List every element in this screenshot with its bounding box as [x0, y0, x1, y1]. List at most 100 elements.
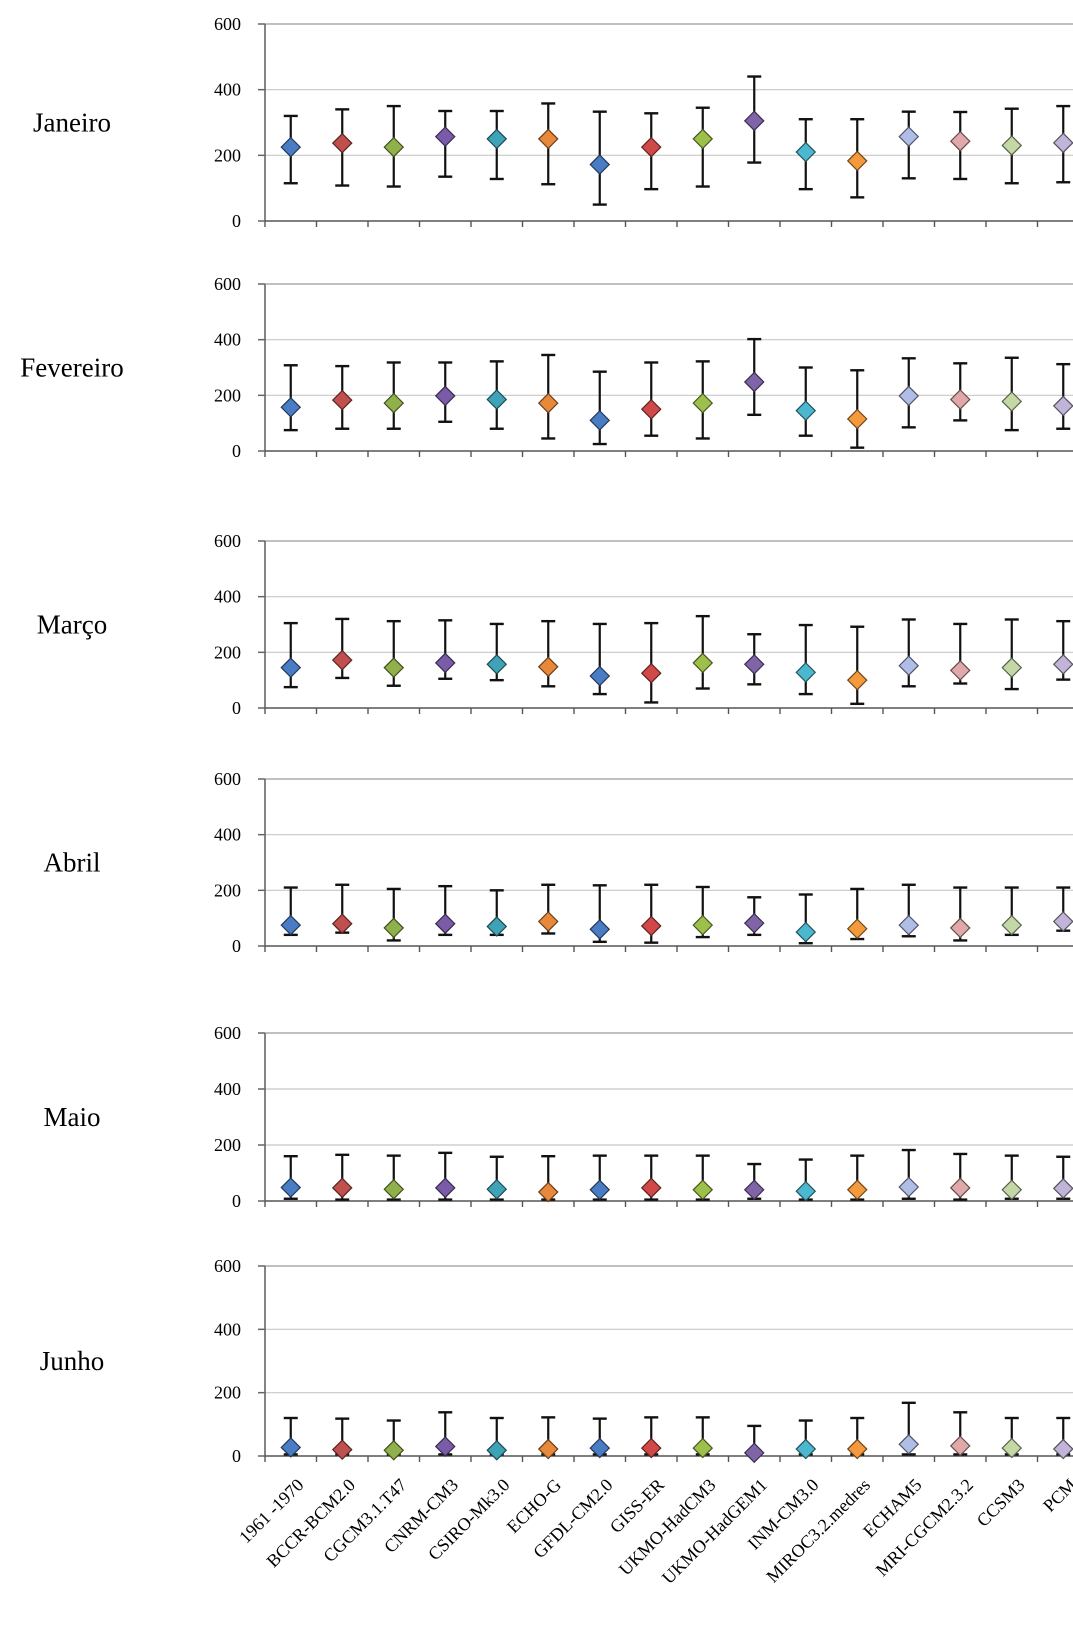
mean-point	[846, 1438, 868, 1460]
mean-point	[795, 1438, 817, 1460]
mean-point	[1001, 914, 1023, 936]
mean-point	[1001, 1437, 1023, 1459]
mean-point	[537, 392, 559, 414]
mean-point	[795, 1180, 817, 1202]
x-axis-category-labels: 1961 -1970BCCR-BCM2.0CGCM3.1.T47CNRM-CM3…	[235, 1475, 1073, 1588]
mean-point	[1052, 1438, 1073, 1460]
month-label: Junho	[40, 1346, 105, 1376]
mean-point	[280, 914, 302, 936]
y-tick-label: 0	[232, 441, 241, 461]
mean-point	[383, 1178, 405, 1200]
y-tick-label: 400	[214, 587, 241, 607]
mean-point	[383, 392, 405, 414]
mean-point	[589, 154, 611, 175]
error-bar	[850, 625, 865, 706]
mean-point	[795, 921, 817, 943]
mean-point	[486, 1178, 508, 1200]
mean-point	[640, 1437, 662, 1459]
y-tick-label: 400	[214, 80, 241, 100]
mean-point	[331, 132, 353, 154]
mean-point	[486, 916, 508, 937]
mean-point	[331, 649, 353, 671]
y-tick-label: 200	[214, 1383, 241, 1403]
mean-point	[1052, 653, 1073, 675]
error-bar	[644, 621, 659, 704]
mean-point	[640, 136, 662, 158]
mean-point	[537, 1438, 559, 1460]
mean-point	[589, 1437, 611, 1459]
mean-point	[486, 1439, 508, 1461]
mean-point	[434, 1436, 456, 1457]
error-bar	[798, 623, 813, 696]
mean-point	[537, 656, 559, 678]
mean-point	[1001, 391, 1023, 412]
y-tick-label: 200	[214, 642, 241, 662]
mean-point	[589, 410, 611, 431]
y-tick-label: 0	[232, 211, 241, 231]
mean-point	[795, 662, 817, 683]
mean-point	[1052, 132, 1073, 154]
mean-point	[846, 408, 868, 430]
mean-point	[280, 136, 302, 158]
mean-point	[898, 655, 920, 677]
panel-0: Janeiro 0 200 400 600	[33, 14, 1073, 231]
mean-point	[280, 1437, 302, 1458]
mean-point	[434, 913, 456, 935]
mean-point	[640, 662, 662, 684]
mean-point	[537, 128, 559, 150]
mean-point	[846, 918, 868, 940]
mean-point	[589, 918, 611, 940]
y-tick-label: 200	[214, 1135, 241, 1155]
mean-point	[692, 128, 714, 150]
y-tick-label: 600	[214, 531, 241, 551]
mean-point	[331, 1177, 353, 1199]
mean-point	[743, 912, 765, 934]
mean-point	[589, 665, 611, 687]
y-tick-label: 0	[232, 936, 241, 956]
panel-2: Março 0 200 400 600	[37, 531, 1073, 718]
y-tick-label: 400	[214, 825, 241, 845]
x-category-label: CCSM3	[973, 1475, 1029, 1531]
mean-point	[331, 1439, 353, 1461]
mean-point	[692, 914, 714, 936]
y-tick-label: 600	[214, 274, 241, 294]
mean-point	[640, 398, 662, 420]
mean-point	[1001, 135, 1023, 156]
mean-point	[1052, 911, 1073, 932]
y-tick-label: 600	[214, 769, 241, 789]
mean-point	[1001, 1179, 1023, 1201]
mean-point	[743, 653, 765, 675]
x-category-label: BCCR-BCM2.0	[263, 1475, 360, 1572]
y-tick-label: 0	[232, 698, 241, 718]
mean-point	[846, 669, 868, 691]
mean-point	[331, 389, 353, 411]
mean-point	[743, 110, 765, 132]
y-tick-label: 400	[214, 1079, 241, 1099]
mean-point	[692, 652, 714, 674]
mean-point	[692, 392, 714, 414]
mean-point	[898, 1176, 920, 1198]
mean-point	[949, 1435, 971, 1457]
y-tick-label: 400	[214, 330, 241, 350]
panels-group: Janeiro0200400600Fevereiro0200400600Març…	[20, 14, 1073, 1466]
mean-point	[589, 1179, 611, 1201]
mean-point	[383, 917, 405, 939]
panel-1: Fevereiro 0 200 400 600	[20, 274, 1073, 461]
mean-point	[898, 385, 920, 407]
month-label: Fevereiro	[20, 353, 123, 383]
mean-point	[949, 389, 971, 410]
mean-point	[434, 1177, 456, 1199]
panel-3: Abril 0 200 400 600	[44, 769, 1073, 956]
mean-point	[795, 141, 817, 163]
y-tick-label: 0	[232, 1191, 241, 1211]
mean-point	[1052, 395, 1073, 417]
y-tick-label: 400	[214, 1319, 241, 1339]
error-bar	[1004, 618, 1019, 691]
y-tick-label: 0	[232, 1446, 241, 1466]
mean-point	[949, 660, 971, 681]
error-bar	[695, 614, 710, 690]
month-label: Abril	[44, 848, 101, 878]
error-bar	[592, 370, 607, 446]
mean-point	[743, 1179, 765, 1201]
mean-point	[486, 389, 508, 410]
